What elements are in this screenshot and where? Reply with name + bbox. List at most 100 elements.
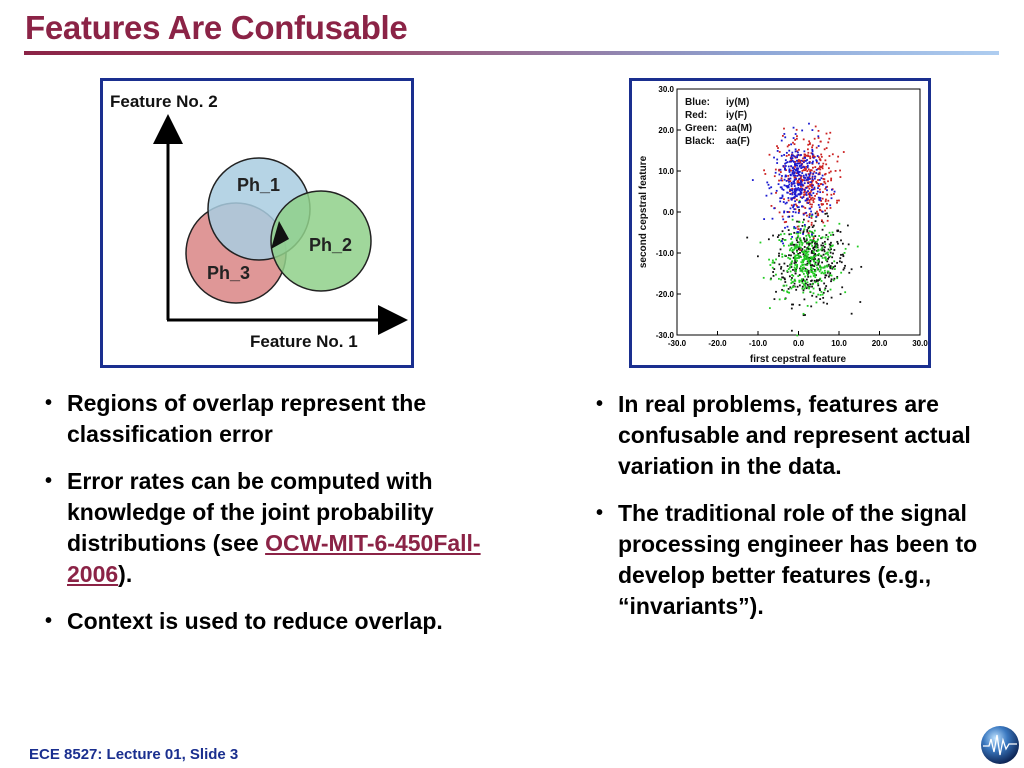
scatter-point-blue: [814, 175, 816, 178]
scatter-point-black: [817, 284, 820, 287]
scatter-point-blue: [797, 212, 800, 214]
scatter-point-black: [817, 258, 820, 261]
scatter-point-blue: [798, 165, 801, 167]
scatter-point-green: [809, 239, 812, 242]
scatter-point-blue: [779, 168, 782, 171]
scatter-point-red: [763, 169, 765, 172]
scatter-point-red: [819, 183, 822, 185]
scatter-point-green: [799, 265, 802, 268]
scatter-point-green: [824, 265, 826, 268]
scatter-point-green: [789, 257, 792, 260]
scatter-point-red: [773, 175, 776, 178]
scatter-point-red: [824, 200, 827, 203]
scatter-point-green: [804, 285, 807, 288]
scatter-point-blue: [792, 191, 794, 194]
scatter-point-green: [800, 240, 803, 242]
scatter-point-black: [822, 296, 825, 299]
scatter-point-blue: [787, 197, 790, 199]
scatter-point-blue: [817, 196, 820, 199]
scatter-point-black: [772, 271, 775, 273]
scatter-point-green: [791, 242, 793, 245]
scatter-point-green: [790, 287, 793, 290]
scatter-point-black: [813, 248, 816, 251]
scatter-point-black: [808, 226, 811, 228]
scatter-point-blue: [801, 172, 804, 174]
scatter-point-black: [772, 234, 774, 237]
scatter-point-black: [829, 266, 832, 268]
scatter-point-green: [795, 267, 798, 270]
scatter-point-green: [791, 248, 794, 251]
scatter-point-black: [794, 260, 796, 262]
scatter-point-black: [841, 242, 844, 245]
scatter-point-blue: [786, 186, 789, 189]
scatter-point-red: [810, 217, 813, 219]
scatter-point-red: [804, 169, 807, 172]
scatter-point-blue: [811, 152, 814, 155]
scatter-point-green: [815, 244, 818, 247]
scatter-point-black: [830, 278, 833, 281]
legend-label-green: Green:: [685, 123, 717, 134]
scatter-point-green: [828, 249, 831, 252]
scatter-point-black: [815, 274, 817, 277]
scatter-point-red: [808, 191, 811, 194]
scatter-point-green: [800, 278, 803, 281]
scatter-point-blue: [802, 174, 805, 177]
scatter-point-red: [812, 199, 815, 202]
scatter-point-blue: [785, 175, 788, 178]
ocw-mit-link[interactable]: OCW-MIT-6-450Fall-2006: [67, 530, 481, 587]
scatter-point-red: [818, 173, 821, 175]
scatter-point-green: [781, 253, 784, 256]
scatter-point-red: [830, 179, 833, 182]
scatter-point-blue: [790, 197, 793, 200]
x-tick-label: 30.0: [912, 339, 928, 348]
bullet-error-rates-text: Error rates can be computed with knowled…: [67, 468, 434, 556]
scatter-point-green: [800, 256, 802, 259]
scatter-point-blue: [798, 173, 800, 176]
scatter-point-blue: [780, 240, 783, 243]
scatter-point-red: [797, 180, 799, 183]
scatter-point-black: [824, 212, 827, 215]
scatter-point-red: [805, 168, 807, 170]
scatter-point-green: [805, 248, 808, 251]
x-tick-label: 20.0: [872, 339, 888, 348]
scatter-point-black: [836, 261, 839, 264]
scatter-point-red: [834, 170, 837, 172]
scatter-point-blue: [808, 216, 811, 219]
scatter-point-red: [776, 145, 778, 148]
scatter-point-green: [798, 281, 801, 283]
scatter-point-blue: [811, 148, 814, 151]
scatter-ticks: -30.0 -20.0 -10.0 0.0 10.0 20.0 30.0 30.0 20.0 10…: [656, 85, 929, 348]
scatter-point-green: [796, 259, 798, 262]
scatter-point-blue: [790, 143, 793, 146]
scatter-point-blue: [792, 170, 794, 172]
scatter-point-green: [827, 253, 829, 256]
x-tick-label: -30.0: [668, 339, 687, 348]
scatter-point-green: [805, 252, 808, 254]
scatter-point-black: [820, 244, 823, 247]
scatter-point-green: [778, 277, 780, 280]
scatter-point-green: [781, 255, 784, 258]
scatter-point-red: [823, 180, 826, 183]
scatter-point-black: [807, 275, 810, 278]
scatter-point-blue: [801, 184, 804, 187]
scatter-point-blue: [804, 157, 807, 159]
scatter-point-black: [828, 256, 830, 259]
scatter-point-red: [807, 232, 810, 234]
scatter-point-black: [793, 252, 795, 255]
scatter-point-blue: [790, 155, 793, 157]
scatter-point-black: [860, 265, 863, 268]
scatter-point-blue: [793, 196, 795, 199]
scatter-point-green: [796, 250, 798, 253]
scatter-point-green: [822, 266, 825, 269]
legend-label-red: Red:: [685, 110, 707, 121]
scatter-point-black: [807, 270, 810, 272]
scatter-point-black: [806, 260, 809, 263]
scatter-point-black: [826, 290, 829, 293]
scatter-point-red: [779, 171, 782, 173]
scatter-point-red: [817, 156, 820, 159]
scatter-point-black: [797, 247, 800, 249]
scatter-point-green: [814, 276, 817, 279]
scatter-point-blue: [782, 218, 785, 221]
scatter-point-blue: [817, 173, 820, 176]
scatter-point-green: [826, 264, 829, 267]
